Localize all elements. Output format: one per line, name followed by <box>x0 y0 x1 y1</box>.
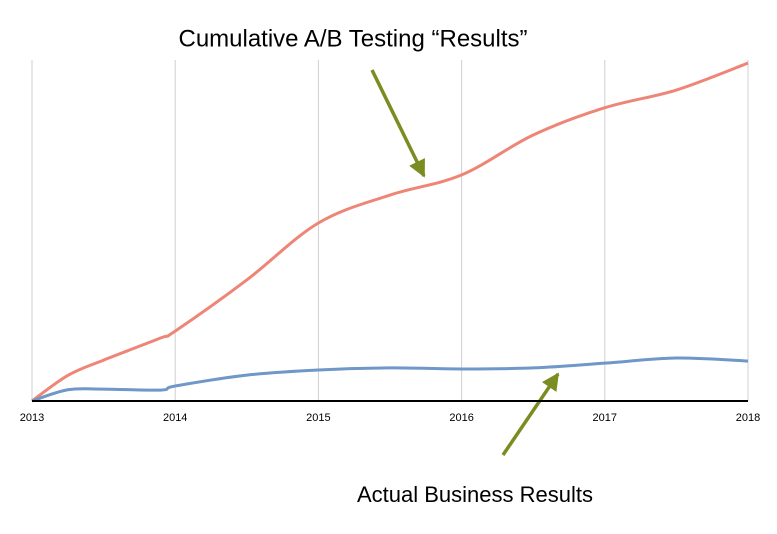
data-line <box>31 61 749 403</box>
arrow <box>501 372 560 456</box>
x-tick-label: 2013 <box>20 412 44 424</box>
x-tick-label: 2018 <box>736 412 760 424</box>
x-tick-label: 2017 <box>593 412 617 424</box>
x-tick-label: 2014 <box>163 412 187 424</box>
x-tick-label: 2016 <box>449 412 473 424</box>
arrow <box>370 69 426 178</box>
annotation: Actual Business Results <box>357 482 593 507</box>
data-line <box>31 356 749 403</box>
x-tick-label: 2015 <box>306 412 330 424</box>
chart-title: Cumulative A/B Testing “Results” <box>178 25 527 52</box>
